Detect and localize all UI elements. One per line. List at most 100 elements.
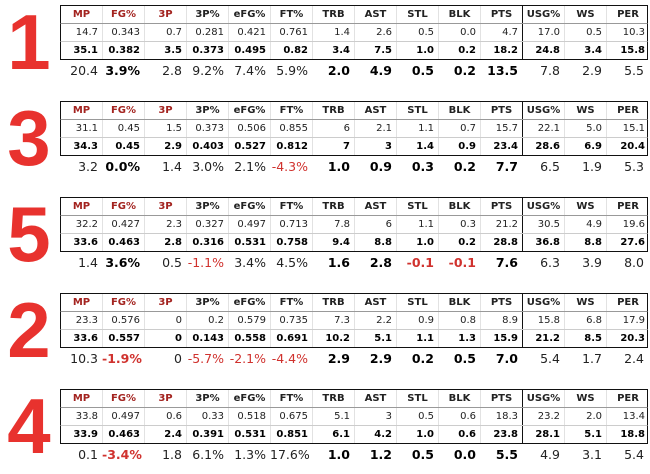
stat-cell: 9.2% [192,63,224,78]
stat-cell: 8.0 [624,255,644,270]
stat-cell: 30.5 [523,216,565,233]
column-header: eFG% [229,102,271,119]
difference-row: 20.4 3.9% 2.8 9.2% 7.4% 5.9% 2.0 4.9 0.5 0.2 13.5 7… [60,60,648,82]
stat-cell: 0.761 [271,24,313,41]
column-header: STL [397,390,439,407]
stat-cell: 0 [145,330,187,347]
stat-block: 1 MP FG% 3P 3P% eFG% FT% TRB AST STL BLK PTS USG% WS P… [0,0,650,86]
stat-cell: 7.3 [313,312,355,329]
stat-row: 32.2 0.427 2.3 0.327 0.497 0.713 7.8 6 1.1 0.3 21.… [60,216,648,234]
column-header: PER [617,297,639,308]
header-row: MP FG% 3P 3P% eFG% FT% TRB AST STL BLK PTS USG% WS PE… [60,389,648,408]
column-header: AST [355,294,397,311]
stat-cell: 19.6 [622,219,645,230]
stat-cell: 0.518 [229,408,271,425]
stat-cell: 10.3 [622,27,645,38]
stat-cell: 23.2 [523,408,565,425]
stat-block: 5 MP FG% 3P 3P% eFG% FT% TRB AST STL BLK PTS USG% WS P… [0,190,650,278]
header-row: MP FG% 3P 3P% eFG% FT% TRB AST STL BLK PTS USG% WS PE… [60,293,648,312]
column-header: WS [565,102,607,119]
stat-cell: 0.427 [103,216,145,233]
column-header: PER [617,201,639,212]
stat-cell: 23.3 [61,312,103,329]
stat-cell: 0.391 [187,426,229,443]
column-header: STL [397,102,439,119]
stat-cell: 3.2 [78,159,98,174]
stat-cell: -4.3% [271,159,308,174]
stat-cell: 0.382 [103,42,145,59]
stat-cell: 0.2 [439,234,481,251]
stat-cell: 2.9 [369,351,392,366]
stat-cell: 2.9 [145,138,187,155]
stat-cell: 0.812 [271,138,313,155]
stat-cell: 17.0 [523,24,565,41]
stat-table: MP FG% 3P 3P% eFG% FT% TRB AST STL BLK PTS USG% WS PE… [60,197,648,274]
stat-cell: -0.1 [448,255,476,270]
stat-cell: 1.1 [397,216,439,233]
stat-cell: 1.0 [397,426,439,443]
stat-cell: 1.0 [327,447,350,462]
column-header: BLK [439,6,481,23]
stat-row: 31.1 0.45 1.5 0.373 0.506 0.855 6 2.1 1.1 0.7 15.7… [60,120,648,138]
stat-cell: -2.1% [229,351,266,366]
column-header: MP [61,6,103,23]
stat-cell: 2.9 [327,351,350,366]
stat-cell: 0.531 [229,234,271,251]
column-header: WS [565,294,607,311]
column-header: 3P% [187,6,229,23]
stat-cell: 1.0 [397,42,439,59]
stat-row: 23.3 0.576 0 0.2 0.579 0.735 7.3 2.2 0.9 0.8 8.9 15… [60,312,648,330]
column-header: FT% [271,198,313,215]
stat-cell: 13.4 [622,411,645,422]
stat-cell: 0.3 [411,159,434,174]
stat-cell: 1.6 [327,255,350,270]
stat-cell: 6.5 [540,159,560,174]
stat-cell: 22.1 [523,120,565,137]
stat-cell: 36.8 [523,234,565,251]
stat-cell: 2.3 [145,216,187,233]
stat-cell: 1.3% [234,447,266,462]
column-header: 3P% [187,198,229,215]
column-header: FT% [271,6,313,23]
header-row: MP FG% 3P 3P% eFG% FT% TRB AST STL BLK PTS USG% WS PE… [60,101,648,120]
column-header: TRB [313,102,355,119]
stat-cell: 0.5 [411,63,434,78]
column-header: MP [61,294,103,311]
stat-cell: 0.9 [369,159,392,174]
stat-cell: -0.1 [406,255,434,270]
stat-cell: 23.8 [481,426,523,443]
column-header: AST [355,6,397,23]
stat-cell: 5.5 [624,63,644,78]
column-header: PER [617,9,639,20]
stat-row: 34.3 0.45 2.9 0.403 0.527 0.812 7 3 1.4 0.9 23.4 28… [60,138,648,156]
stat-row: 33.6 0.557 0 0.143 0.558 0.691 10.2 5.1 1.1 1.3 15… [60,330,648,348]
stat-cell: 1.4 [162,159,182,174]
stat-cell: 28.8 [481,234,523,251]
stat-cell: 0.557 [103,330,145,347]
stat-cell: 2.4 [145,426,187,443]
stat-table: MP FG% 3P 3P% eFG% FT% TRB AST STL BLK PTS USG% WS PE… [60,389,648,466]
stat-cell: 0.735 [271,312,313,329]
stat-cell: 2.8 [369,255,392,270]
column-header: FT% [271,294,313,311]
stat-cell: 0.675 [271,408,313,425]
stat-cell: 6 [313,120,355,137]
stat-cell: 0.497 [229,216,271,233]
stat-cell: 0.576 [103,312,145,329]
stat-cell: 8.8 [355,234,397,251]
column-header: PTS [481,198,523,215]
rank-number: 1 [7,0,51,86]
stat-cell: 5.1 [355,330,397,347]
stat-cell: 1.1 [397,330,439,347]
column-header: PER [617,393,639,404]
stat-cell: 9.4 [313,234,355,251]
stat-cell: 0.9 [397,312,439,329]
stat-cell: 0.9 [439,138,481,155]
stat-row: 33.6 0.463 2.8 0.316 0.531 0.758 9.4 8.8 1.0 0.2 2… [60,234,648,252]
column-header: AST [355,390,397,407]
stat-row: 14.7 0.343 0.7 0.281 0.421 0.761 1.4 2.6 0.5 0.0 4… [60,24,648,42]
stat-cell: 0.281 [187,24,229,41]
column-header: USG% [523,102,565,119]
column-header: BLK [439,294,481,311]
